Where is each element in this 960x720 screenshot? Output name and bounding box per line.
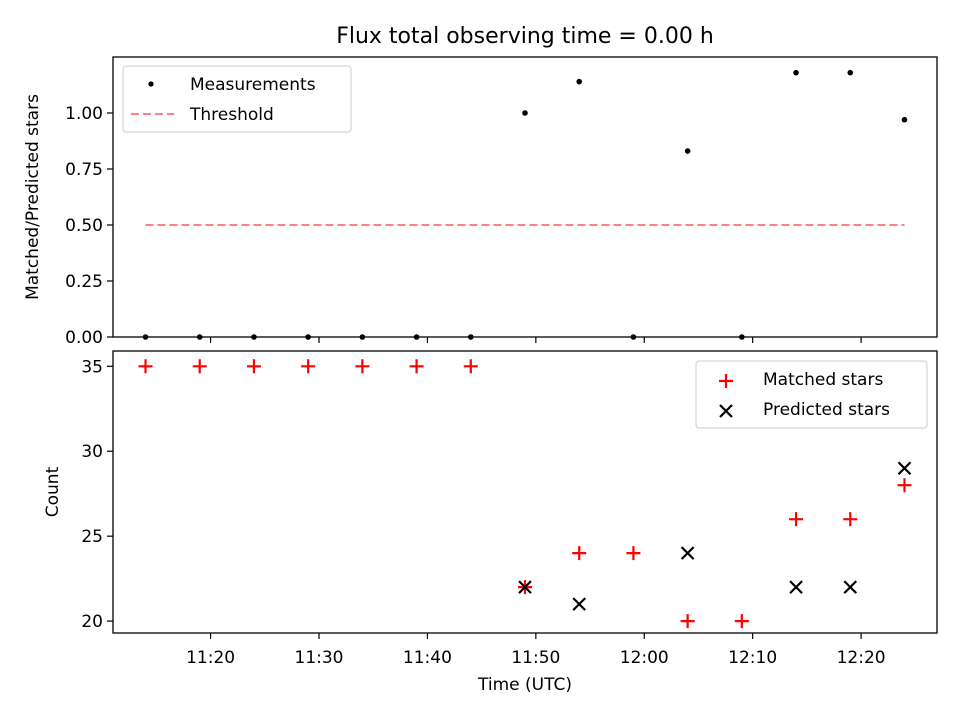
predicted-star-point <box>843 580 858 594</box>
measurement-point <box>793 69 799 76</box>
matched-star-point <box>789 512 804 527</box>
matched-star-point <box>463 359 478 374</box>
legend-measurements-label: Measurements <box>190 75 316 95</box>
top-legend-box <box>122 65 352 133</box>
bottom-plot-marks <box>138 359 912 629</box>
bottom-y-tick-label: 30 <box>81 442 103 462</box>
matched-star-point <box>138 359 153 374</box>
top-y-tick-label: 0.75 <box>65 160 103 180</box>
measurement-point <box>576 78 583 85</box>
bottom-x-tick-label: 11:40 <box>403 648 452 668</box>
bottom-legend-box <box>695 360 928 429</box>
bottom-y-tick-label: 25 <box>81 527 103 547</box>
measurement-point <box>847 69 854 76</box>
top-y-tick-label: 0.50 <box>65 216 103 236</box>
predicted-star-point <box>680 546 695 560</box>
predicted-star-point <box>897 461 912 475</box>
legend-matched-marker <box>719 374 733 388</box>
measurement-point <box>684 148 691 154</box>
bottom-y-tick-label: 35 <box>81 357 103 377</box>
legend-threshold-label: Threshold <box>189 105 274 125</box>
measurement-point <box>901 116 908 123</box>
bottom-y-axis-ticks: 20 25 30 35 <box>81 357 113 632</box>
bottom-x-tick-label: 11:30 <box>295 648 344 668</box>
chart-title: Flux total observing time = 0.00 h <box>336 24 714 49</box>
top-y-tick-label: 0.25 <box>65 272 103 292</box>
top-x-axis-ticks <box>209 337 862 343</box>
predicted-star-point <box>789 580 803 594</box>
top-y-tick-label: 1.00 <box>65 104 103 124</box>
x-axis-label: Time (UTC) <box>477 675 572 695</box>
bottom-y-tick-label: 20 <box>81 612 103 632</box>
matched-star-point <box>734 614 749 629</box>
predicted-star-point <box>518 580 532 594</box>
matched-star-point <box>409 359 424 374</box>
matched-star-point <box>301 359 316 374</box>
bottom-y-axis-label: Count <box>43 466 63 517</box>
bottom-x-tick-label: 11:50 <box>511 648 560 668</box>
legend-predicted-label: Predicted stars <box>763 400 890 420</box>
bottom-legend: Matched stars Predicted stars <box>695 360 928 429</box>
top-y-axis-label: Matched/Predicted stars <box>23 94 43 300</box>
legend-measurements-marker <box>148 81 154 87</box>
legend-predicted-marker <box>719 404 733 418</box>
matched-star-point <box>680 614 695 629</box>
matched-star-point <box>246 359 261 374</box>
bottom-x-tick-label: 11:20 <box>186 648 235 668</box>
top-panel: 0.00 0.25 0.50 0.75 1.00 Matched/Predicted s… <box>23 56 938 348</box>
bottom-axes-frame <box>112 350 938 634</box>
matched-star-point <box>572 546 587 561</box>
bottom-x-tick-label: 12:20 <box>837 648 886 668</box>
measurement-point <box>522 110 528 116</box>
matched-star-point <box>355 359 370 374</box>
bottom-x-axis-ticks: 11:20 11:30 11:40 11:50 12:00 12:10 12:20 <box>186 633 886 668</box>
bottom-x-tick-label: 12:10 <box>728 648 777 668</box>
legend-matched-label: Matched stars <box>763 370 883 390</box>
matched-star-point <box>897 478 912 493</box>
matched-star-point <box>843 512 858 527</box>
predicted-star-point <box>572 597 586 611</box>
top-y-axis-ticks: 0.00 0.25 0.50 0.75 1.00 <box>65 104 113 348</box>
matched-star-point <box>626 546 641 561</box>
bottom-x-tick-label: 12:00 <box>620 648 669 668</box>
top-y-tick-label: 0.00 <box>65 328 103 348</box>
matched-star-point <box>192 359 207 374</box>
top-axes-frame <box>112 56 938 338</box>
top-legend: Measurements Threshold <box>122 65 352 133</box>
